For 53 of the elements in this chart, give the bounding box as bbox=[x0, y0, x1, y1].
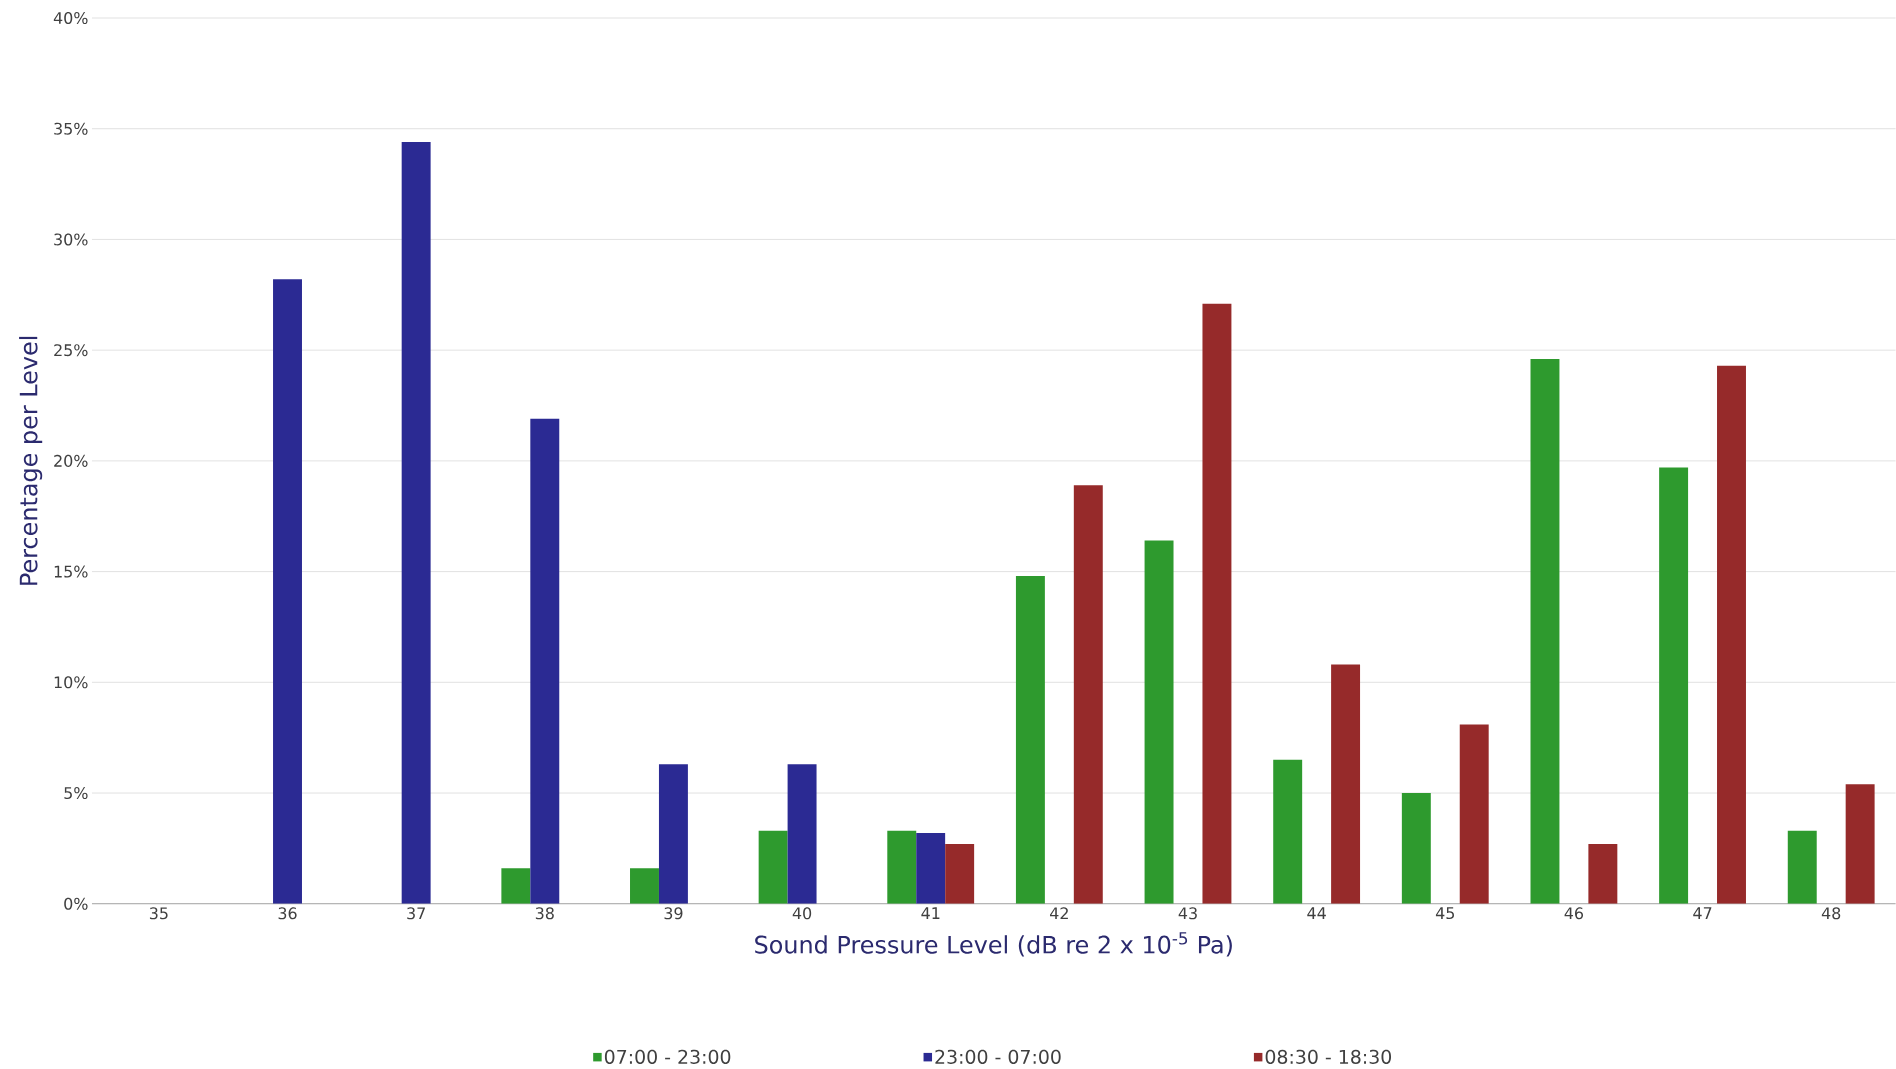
bar bbox=[758, 830, 788, 904]
y-tick-label: 20% bbox=[54, 454, 88, 467]
bar bbox=[1588, 843, 1618, 904]
legend-label: 23:00 - 07:00 bbox=[935, 1049, 1061, 1064]
x-tick-label: 40 bbox=[792, 907, 812, 920]
y-tick-label: 5% bbox=[64, 786, 88, 799]
y-axis-title: Percentage per Level bbox=[19, 336, 43, 585]
x-tick-label: 35 bbox=[149, 907, 168, 920]
x-tick-label: 44 bbox=[1307, 907, 1326, 919]
bar bbox=[945, 843, 975, 904]
y-tick-label: 40% bbox=[53, 11, 88, 24]
bar bbox=[658, 764, 688, 904]
bar bbox=[1015, 575, 1045, 904]
x-tick-label: 36 bbox=[278, 907, 297, 920]
y-tick-label: 25% bbox=[54, 344, 88, 357]
y-tick-label: 30% bbox=[54, 233, 88, 246]
bar bbox=[630, 868, 659, 904]
bar bbox=[1401, 792, 1431, 904]
y-tick-label: 0% bbox=[64, 897, 88, 910]
legend-label: 07:00 - 23:00 bbox=[604, 1049, 731, 1064]
bar bbox=[1073, 485, 1103, 904]
bar bbox=[1530, 358, 1560, 904]
x-tick-label: 42 bbox=[1050, 907, 1068, 920]
x-tick-label: 38 bbox=[535, 907, 554, 920]
x-tick-label: 37 bbox=[407, 907, 425, 920]
bar bbox=[1717, 365, 1746, 904]
bar bbox=[787, 764, 817, 904]
bar bbox=[530, 418, 560, 904]
bar bbox=[1144, 540, 1174, 904]
bar bbox=[1331, 664, 1361, 904]
bar bbox=[1459, 724, 1489, 904]
x-tick-label: 47 bbox=[1693, 907, 1712, 919]
legend-label: 08:30 - 18:30 bbox=[1265, 1049, 1392, 1064]
x-tick-label: 46 bbox=[1564, 907, 1584, 920]
y-tick-label: 35% bbox=[54, 122, 88, 135]
y-tick-label: 10% bbox=[54, 676, 88, 689]
x-tick-label: 48 bbox=[1821, 907, 1841, 920]
bar bbox=[1845, 784, 1875, 904]
bar bbox=[887, 830, 917, 904]
x-axis-title: Sound Pressure Level (dB re 2 x 10$^{-5}$ Pa) bbox=[755, 932, 1232, 957]
bar bbox=[1787, 830, 1817, 904]
bar bbox=[273, 279, 302, 904]
bar bbox=[1659, 467, 1689, 904]
x-tick-label: 43 bbox=[1178, 907, 1197, 920]
x-tick-label: 39 bbox=[664, 907, 683, 920]
bar bbox=[916, 832, 946, 904]
x-tick-label: 45 bbox=[1435, 907, 1455, 920]
bar bbox=[401, 141, 431, 904]
y-tick-label: 15% bbox=[54, 565, 88, 578]
bar bbox=[1273, 759, 1303, 904]
bar bbox=[1202, 303, 1232, 904]
bar bbox=[501, 868, 531, 904]
x-tick-label: 41 bbox=[921, 907, 940, 919]
